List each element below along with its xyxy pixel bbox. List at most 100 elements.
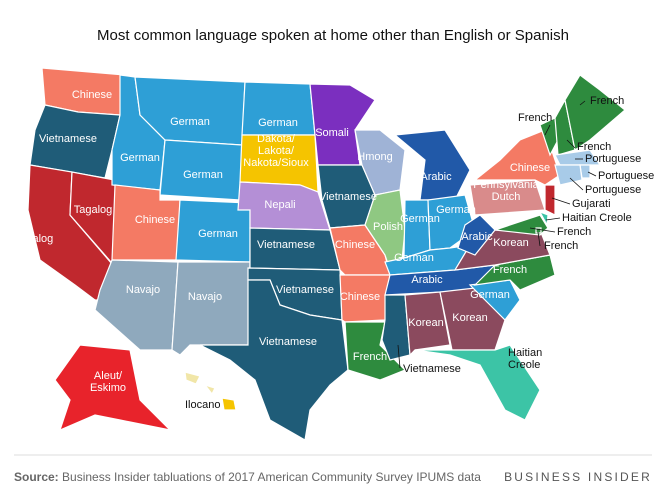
state-label: Portuguese	[585, 184, 641, 196]
state-label: Hmong	[357, 151, 392, 163]
state-label: Haitian Creole	[562, 212, 632, 224]
state	[184, 371, 201, 385]
state-label: Tagalog	[74, 204, 113, 216]
state-label: Somali	[315, 127, 349, 139]
state-label: French	[557, 226, 591, 238]
state	[309, 83, 376, 166]
state-label: German	[436, 204, 476, 216]
label-line: Creole	[508, 359, 540, 371]
state-label: French	[577, 141, 611, 153]
state-label: Arabic	[461, 231, 493, 243]
state	[544, 184, 556, 216]
labels: Chinese Vietnamese Tagalog Tagalog Germa…	[15, 89, 655, 411]
state-label: Vietnamese	[276, 284, 334, 296]
state-label: French	[590, 95, 624, 107]
state-label: Tagalog	[15, 233, 54, 245]
label-line: Dutch	[492, 191, 521, 203]
state-label: Arabic	[420, 171, 452, 183]
state-label: Vietnamese	[39, 133, 97, 145]
state	[564, 74, 626, 151]
state-label: Pennsylvania Dutch	[473, 179, 539, 203]
state-label: German	[120, 152, 160, 164]
label-line: Eskimo	[90, 382, 126, 394]
leader-line	[397, 344, 401, 369]
brand: BUSINESS INSIDER	[504, 470, 652, 484]
state-label: German	[198, 228, 238, 240]
state-label: French	[518, 112, 552, 124]
leader-line	[544, 124, 551, 136]
state	[473, 129, 561, 186]
state-label: Polish	[373, 221, 403, 233]
leader-line	[551, 197, 571, 205]
state	[221, 397, 237, 411]
state-label: Vietnamese	[319, 191, 377, 203]
state-label: Chinese	[510, 162, 550, 174]
state-label: German	[258, 117, 298, 129]
state-label: Portuguese	[585, 153, 641, 165]
leader-line	[537, 231, 541, 247]
state	[339, 274, 391, 323]
state-label: Korean	[452, 312, 487, 324]
leader-line	[529, 227, 556, 233]
label-line: Nakota/Sioux	[243, 157, 309, 169]
state-label: Aleut/Eskimo	[90, 370, 126, 394]
state	[54, 344, 172, 432]
label-line: Aleut/	[94, 370, 123, 382]
state	[554, 149, 602, 166]
state-label: Portuguese	[598, 170, 654, 182]
title: Most common language spoken at home othe…	[97, 27, 569, 44]
state-label: Korean	[408, 317, 443, 329]
source: Source: Business Insider tabluations of …	[14, 470, 481, 484]
state	[404, 291, 451, 357]
state-label: Arabic	[411, 274, 443, 286]
leader-line	[566, 139, 576, 149]
source-lead: Source:	[14, 470, 59, 484]
state	[414, 344, 541, 421]
state-label: Vietnamese	[403, 363, 461, 375]
state	[494, 214, 549, 236]
leader-line	[579, 100, 586, 106]
leaders	[397, 100, 597, 369]
state-label: French	[544, 240, 578, 252]
state-label: Vietnamese	[257, 239, 315, 251]
state-label: Haitian Creole	[508, 347, 542, 371]
label-line: Lakota/	[258, 145, 295, 157]
state-label: German	[394, 252, 434, 264]
label-line: Dakota/	[257, 133, 296, 145]
state-label: German	[470, 289, 510, 301]
leader-line	[569, 177, 584, 191]
state	[94, 259, 179, 351]
label-line: Haitian	[508, 347, 542, 359]
state-label: Gujarati	[572, 198, 611, 210]
state-label: French	[353, 351, 387, 363]
state-label: Navajo	[126, 284, 160, 296]
state-label: Dakota/Lakota/Nakota/Sioux	[243, 133, 309, 169]
state	[203, 383, 216, 396]
state-label: German	[400, 213, 440, 225]
state-label: Chinese	[335, 239, 375, 251]
state-label: Ilocano	[185, 399, 220, 411]
state	[554, 164, 583, 186]
state-label: Chinese	[135, 214, 175, 226]
leader-line	[545, 217, 561, 221]
state	[29, 104, 121, 179]
state-label: French	[493, 264, 527, 276]
state-label: Nepali	[264, 199, 295, 211]
state-label: Vietnamese	[259, 336, 317, 348]
state-label: Chinese	[340, 291, 380, 303]
state-label: Korean	[493, 237, 528, 249]
state	[199, 279, 349, 441]
states	[27, 67, 626, 441]
state	[403, 199, 431, 259]
label-line: Pennsylvania	[473, 179, 539, 191]
state-label: German	[183, 169, 223, 181]
state	[457, 214, 496, 256]
state-label: Navajo	[188, 291, 222, 303]
state-label: Chinese	[72, 89, 112, 101]
state	[393, 129, 471, 201]
source-text: Business Insider tabluations of 2017 Ame…	[59, 470, 482, 484]
state-label: German	[170, 116, 210, 128]
leader-line	[587, 171, 597, 177]
state	[171, 261, 251, 356]
